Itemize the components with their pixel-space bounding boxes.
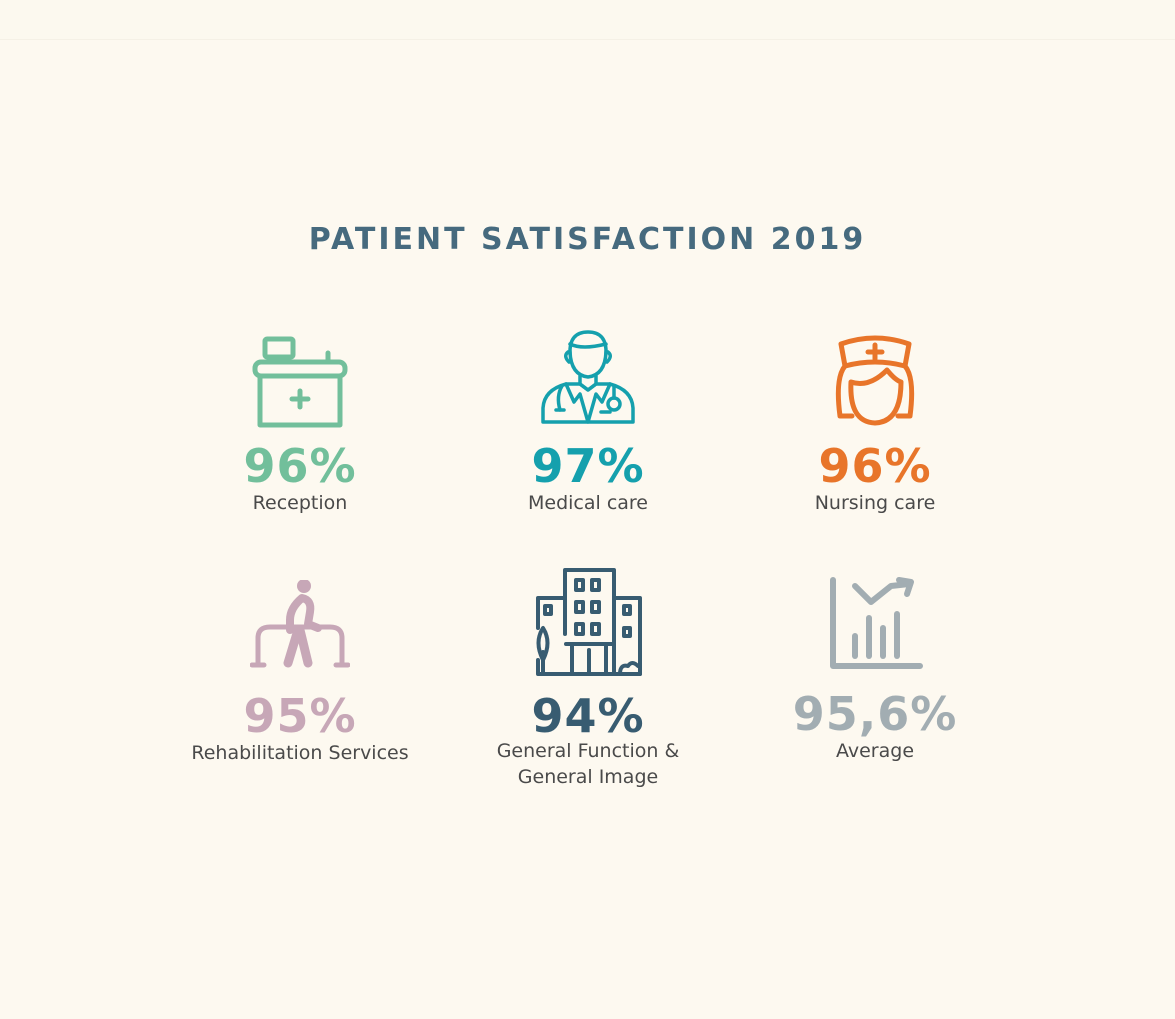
- stat-label: General Function & General Image: [496, 740, 680, 788]
- stat-value: 95%: [243, 689, 357, 743]
- reception-desk-icon: [150, 330, 450, 438]
- stat-label: Nursing care: [814, 492, 936, 514]
- page-title: PATIENT SATISFACTION 2019: [308, 222, 867, 257]
- nurse-icon: [725, 330, 1025, 438]
- stat-label: Medical care: [527, 492, 648, 514]
- stat-value: 94%: [531, 689, 645, 743]
- hospital-building-icon: [438, 568, 738, 676]
- doctor-icon: [438, 330, 738, 438]
- stat-value: 96%: [818, 439, 932, 493]
- stat-label: Reception: [252, 492, 348, 514]
- top-band: [0, 0, 1175, 40]
- bar-chart-trend-icon: [725, 572, 1025, 680]
- stat-label: Average: [835, 740, 915, 762]
- stat-value: 96%: [243, 439, 357, 493]
- stat-value: 97%: [531, 439, 645, 493]
- rehabilitation-walker-icon: [150, 580, 450, 688]
- stat-label: Rehabilitation Services: [191, 742, 409, 764]
- stat-value: 95,6%: [792, 687, 958, 741]
